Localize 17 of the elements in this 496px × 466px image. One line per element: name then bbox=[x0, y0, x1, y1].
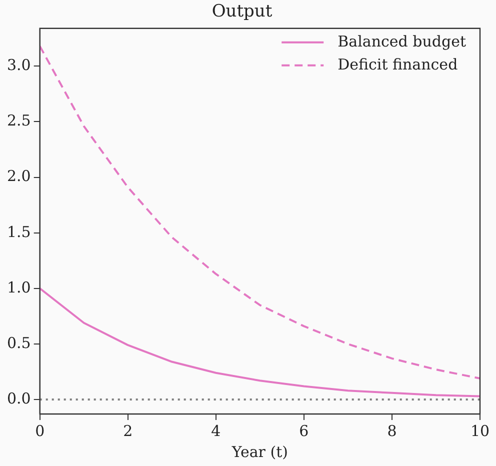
legend-label: Deficit financed bbox=[338, 55, 458, 74]
x-axis-title: Year (t) bbox=[230, 442, 288, 461]
x-tick-label: 6 bbox=[299, 422, 309, 440]
y-tick-label: 0.5 bbox=[6, 334, 31, 352]
x-tick-label: 8 bbox=[387, 422, 397, 440]
legend-label: Balanced budget bbox=[338, 32, 466, 50]
y-tick-label: 2.0 bbox=[6, 167, 31, 186]
x-tick-label: 10 bbox=[470, 422, 490, 440]
x-tick-label: 2 bbox=[123, 422, 133, 440]
y-tick-label: 1.0 bbox=[6, 278, 31, 296]
y-tick-label: 3.0 bbox=[6, 56, 31, 74]
y-tick-label: 1.5 bbox=[6, 222, 31, 241]
y-tick-label: 0.0 bbox=[6, 389, 31, 408]
y-tick-label: 2.5 bbox=[6, 112, 31, 130]
chart-title: Output bbox=[212, 2, 272, 22]
x-tick-label: 0 bbox=[35, 422, 45, 440]
x-tick-label: 4 bbox=[211, 422, 221, 440]
